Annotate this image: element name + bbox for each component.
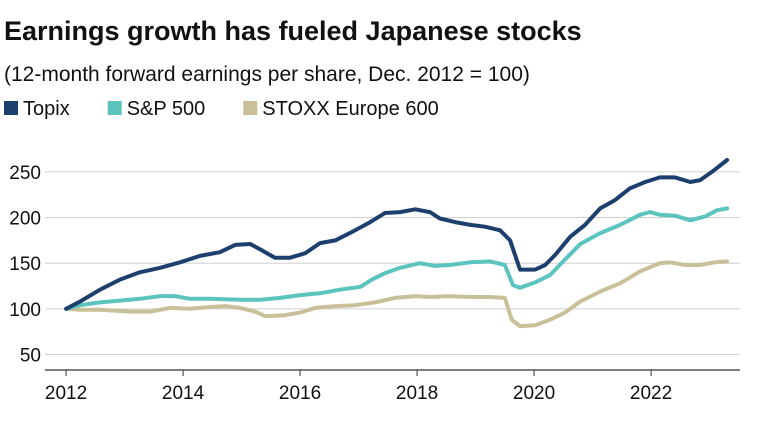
x-tick-label: 2022 — [630, 383, 672, 404]
legend-swatch — [107, 101, 122, 115]
x-tick-label: 2012 — [45, 383, 87, 404]
legend-label: S&P 500 — [127, 98, 206, 120]
x-tick-label: 2018 — [396, 383, 438, 404]
series-line — [64, 206, 730, 311]
y-tick-label: 50 — [20, 345, 41, 366]
y-tick-label: 250 — [9, 163, 41, 184]
x-tick-label: 2020 — [513, 383, 555, 404]
legend-label: Topix — [23, 98, 70, 120]
legend-swatch — [243, 101, 258, 115]
y-tick-label: 150 — [9, 254, 41, 275]
legend-swatch — [4, 101, 18, 115]
chart-title: Earnings growth has fueled Japanese stoc… — [4, 16, 582, 46]
chart-subtitle: (12-month forward earnings per share, De… — [4, 63, 530, 86]
x-tick-label: 2014 — [162, 383, 205, 404]
y-tick-label: 100 — [9, 300, 41, 321]
y-tick-label: 200 — [9, 209, 41, 230]
series-line — [64, 158, 730, 311]
series-line — [64, 259, 730, 329]
x-tick-label: 2016 — [279, 383, 321, 404]
legend-label: STOXX Europe 600 — [262, 98, 438, 120]
